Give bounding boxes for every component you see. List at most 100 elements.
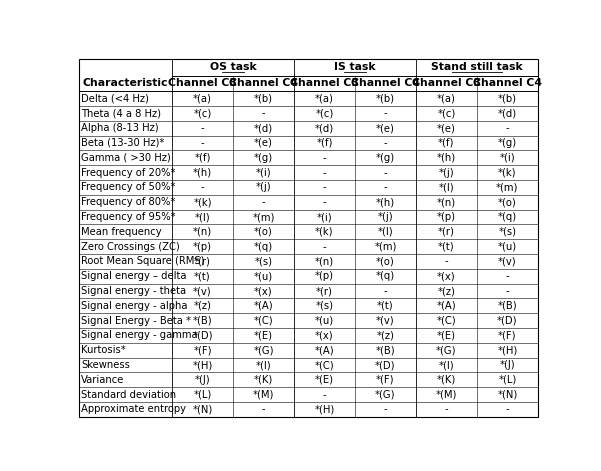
Text: *(J): *(J) <box>499 360 515 370</box>
Text: *(t): *(t) <box>194 271 211 281</box>
Text: *(g): *(g) <box>254 153 273 163</box>
Text: *(b): *(b) <box>376 94 395 104</box>
Text: *(A): *(A) <box>436 301 456 311</box>
Text: -: - <box>383 405 387 414</box>
Text: *(D): *(D) <box>192 331 213 341</box>
Text: Gamma ( >30 Hz): Gamma ( >30 Hz) <box>81 153 171 163</box>
Text: Alpha (8-13 Hz): Alpha (8-13 Hz) <box>81 123 159 133</box>
Text: *(z): *(z) <box>194 301 212 311</box>
Text: *(K): *(K) <box>437 375 456 385</box>
Text: -: - <box>323 182 326 192</box>
Text: *(n): *(n) <box>193 227 212 237</box>
Text: -: - <box>383 108 387 118</box>
Text: *(x): *(x) <box>315 331 334 341</box>
Text: *(g): *(g) <box>376 153 395 163</box>
Text: Kurtosis*: Kurtosis* <box>81 345 126 355</box>
Text: *(B): *(B) <box>193 316 212 325</box>
Text: *(t): *(t) <box>438 242 455 252</box>
Text: *(H): *(H) <box>497 345 517 355</box>
Text: *(s): *(s) <box>316 301 334 311</box>
Text: *(v): *(v) <box>498 256 517 267</box>
Text: *(r): *(r) <box>194 256 211 267</box>
Text: -: - <box>261 197 265 207</box>
Text: *(u): *(u) <box>498 242 517 252</box>
Text: *(z): *(z) <box>438 286 456 296</box>
Text: *(L): *(L) <box>498 375 516 385</box>
Text: *(H): *(H) <box>192 360 213 370</box>
Text: *(G): *(G) <box>253 345 273 355</box>
Text: *(o): *(o) <box>498 197 517 207</box>
Text: *(G): *(G) <box>436 345 457 355</box>
Text: *(q): *(q) <box>498 212 517 222</box>
Text: *(n): *(n) <box>315 256 334 267</box>
Text: *(C): *(C) <box>314 360 334 370</box>
Text: *(H): *(H) <box>314 405 335 414</box>
Text: *(z): *(z) <box>376 331 394 341</box>
Text: *(k): *(k) <box>194 197 212 207</box>
Text: *(D): *(D) <box>497 316 517 325</box>
Text: *(m): *(m) <box>374 242 397 252</box>
Text: -: - <box>201 182 204 192</box>
Text: *(q): *(q) <box>254 242 273 252</box>
Text: Signal energy – delta: Signal energy – delta <box>81 271 187 281</box>
Text: *(F): *(F) <box>376 375 395 385</box>
Text: Signal energy - gamma: Signal energy - gamma <box>81 331 198 341</box>
Text: *(x): *(x) <box>254 286 273 296</box>
Text: *(t): *(t) <box>377 301 394 311</box>
Text: Standard deviation: Standard deviation <box>81 390 177 400</box>
Text: Variance: Variance <box>81 375 124 385</box>
Text: *(F): *(F) <box>498 331 517 341</box>
Text: *(p): *(p) <box>193 242 212 252</box>
Text: Frequency of 95%*: Frequency of 95%* <box>81 212 176 222</box>
Text: -: - <box>261 108 265 118</box>
Text: *(i): *(i) <box>499 153 515 163</box>
Text: *(r): *(r) <box>316 286 333 296</box>
Text: -: - <box>505 286 509 296</box>
Text: -: - <box>323 197 326 207</box>
Text: *(N): *(N) <box>192 405 213 414</box>
Text: *(B): *(B) <box>498 301 517 311</box>
Text: *(p): *(p) <box>315 271 334 281</box>
Text: Channel C3: Channel C3 <box>290 79 359 89</box>
Text: *(h): *(h) <box>193 168 212 178</box>
Text: Channel C3: Channel C3 <box>168 79 237 89</box>
Text: *(h): *(h) <box>437 153 456 163</box>
Text: *(l): *(l) <box>195 212 210 222</box>
Text: *(a): *(a) <box>437 94 456 104</box>
Text: -: - <box>323 168 326 178</box>
Text: *(h): *(h) <box>376 197 395 207</box>
Text: *(d): *(d) <box>498 108 517 118</box>
Text: *(I): *(I) <box>255 360 271 370</box>
Text: *(L): *(L) <box>194 390 212 400</box>
Text: *(b): *(b) <box>254 94 273 104</box>
Text: *(E): *(E) <box>437 331 456 341</box>
Text: Theta (4 a 8 Hz): Theta (4 a 8 Hz) <box>81 108 161 118</box>
Text: -: - <box>201 123 204 133</box>
Text: *(J): *(J) <box>195 375 210 385</box>
Text: *(E): *(E) <box>315 375 334 385</box>
Text: -: - <box>383 286 387 296</box>
Text: Frequency of 20%*: Frequency of 20%* <box>81 168 176 178</box>
Text: *(q): *(q) <box>376 271 395 281</box>
Text: -: - <box>383 168 387 178</box>
Text: *(u): *(u) <box>254 271 273 281</box>
Text: *(r): *(r) <box>438 227 455 237</box>
Text: -: - <box>383 138 387 148</box>
Text: *(s): *(s) <box>254 256 272 267</box>
Text: *(u): *(u) <box>315 316 334 325</box>
Text: -: - <box>445 256 448 267</box>
Text: *(A): *(A) <box>254 301 273 311</box>
Text: Zero Crossings (ZC): Zero Crossings (ZC) <box>81 242 180 252</box>
Text: Delta (<4 Hz): Delta (<4 Hz) <box>81 94 149 104</box>
Text: Approximate entropy: Approximate entropy <box>81 405 186 414</box>
Text: Mean frequency: Mean frequency <box>81 227 162 237</box>
Text: -: - <box>505 405 509 414</box>
Text: *(C): *(C) <box>436 316 456 325</box>
Text: Beta (13-30 Hz)*: Beta (13-30 Hz)* <box>81 138 165 148</box>
Text: *(j): *(j) <box>377 212 393 222</box>
Text: *(p): *(p) <box>437 212 456 222</box>
Text: *(f): *(f) <box>438 138 454 148</box>
Text: *(B): *(B) <box>376 345 395 355</box>
Text: Skewness: Skewness <box>81 360 130 370</box>
Text: *(o): *(o) <box>376 256 395 267</box>
